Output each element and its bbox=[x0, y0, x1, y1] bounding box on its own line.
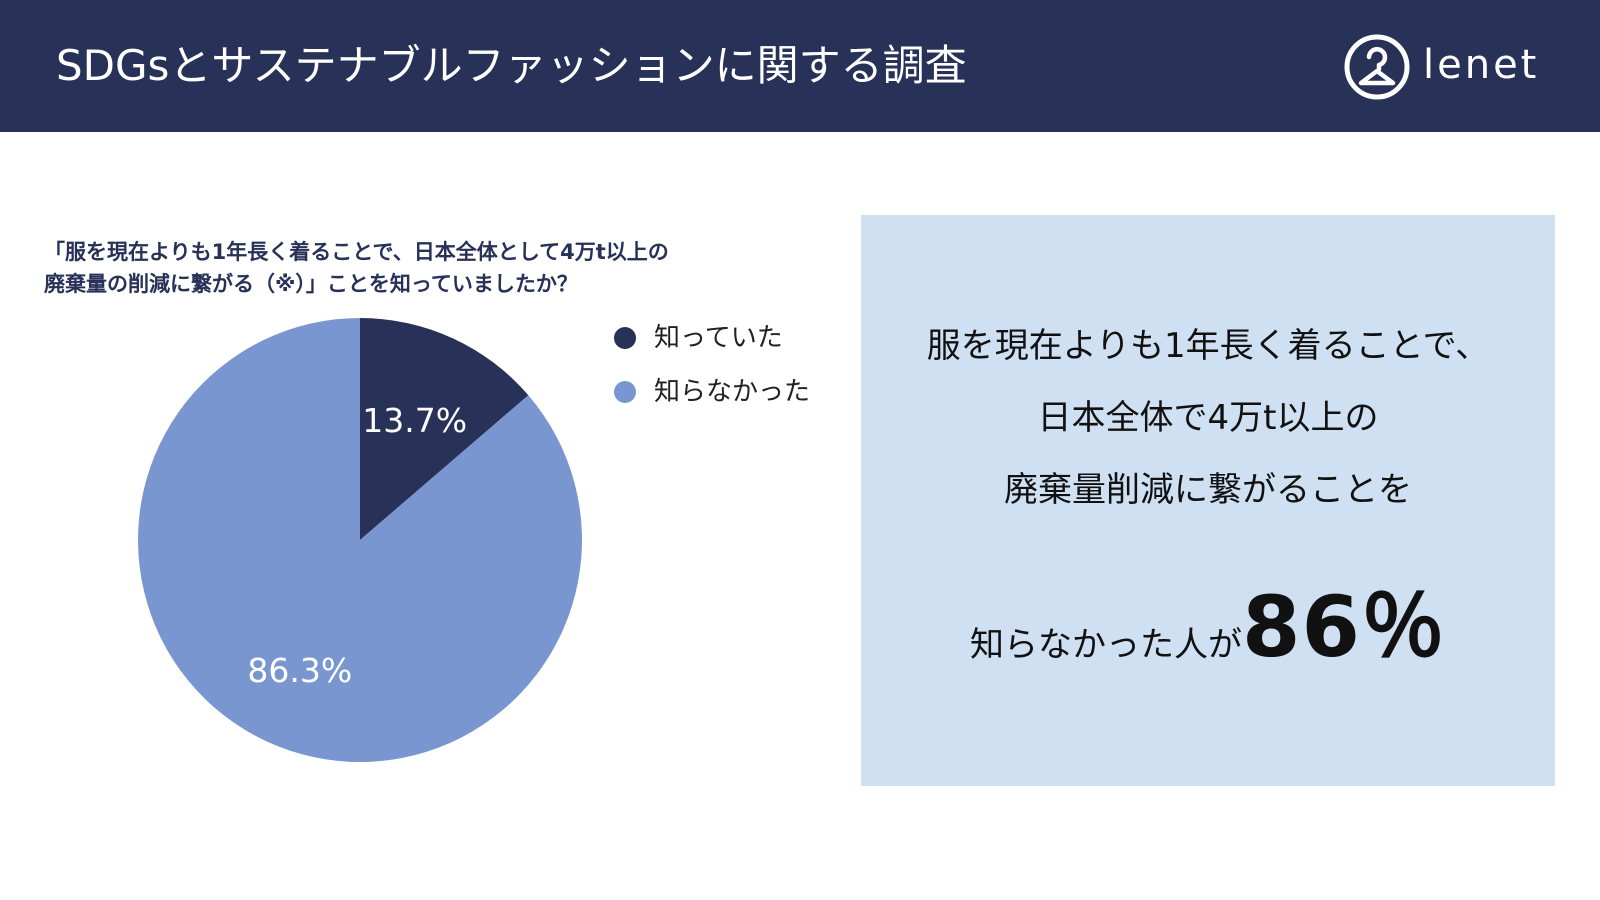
question-line-2: 廃棄量の削減に繋がる（※）」ことを知っていましたか？ bbox=[44, 272, 578, 296]
summary-line-4-text: 知らなかった人が bbox=[970, 625, 1243, 665]
header-bar: SDGsとサステナブルファッションに関する調査 lenet bbox=[0, 0, 1600, 132]
logo-wordmark: lenet bbox=[1423, 42, 1540, 88]
pie-label-2: 86.3% bbox=[247, 651, 352, 690]
question-line-1: 「服を現在よりも1年長く着ることで、日本全体として4万t以上の bbox=[44, 240, 669, 264]
summary-line-3: 廃棄量削減に繋がることを bbox=[1004, 470, 1412, 510]
page-title: SDGsとサステナブルファッションに関する調査 bbox=[56, 41, 967, 90]
hanger-circle-icon bbox=[1344, 34, 1410, 100]
legend-item-1: 知っていた bbox=[614, 318, 834, 372]
summary-line-2: 日本全体で4万t以上の bbox=[1037, 398, 1379, 438]
legend-label: 知らなかった bbox=[654, 377, 811, 407]
chart-legend: 知っていた知らなかった bbox=[614, 318, 834, 426]
pie-slice-1 bbox=[360, 318, 529, 540]
legend-swatch bbox=[614, 381, 636, 403]
pie-chart: 13.7% 86.3% bbox=[138, 318, 582, 762]
survey-question: 「服を現在よりも1年長く着ることで、日本全体として4万t以上の 廃棄量の削減に繋… bbox=[44, 236, 804, 300]
brand-logo[interactable]: lenet bbox=[1343, 33, 1573, 101]
legend-item-2: 知らなかった bbox=[614, 372, 834, 426]
legend-label: 知っていた bbox=[654, 323, 783, 353]
summary-line-1: 服を現在よりも1年長く着ることで、 bbox=[926, 326, 1490, 366]
pie-label-1: 13.7% bbox=[362, 401, 467, 440]
pie-slice-2 bbox=[138, 318, 582, 762]
summary-highlight-percent: 86％ bbox=[1242, 578, 1446, 676]
summary-line-4: 知らなかった人が86％ bbox=[861, 560, 1555, 681]
legend-swatch bbox=[614, 327, 636, 349]
summary-panel: 服を現在よりも1年長く着ることで、 日本全体で4万t以上の 廃棄量削減に繋がるこ… bbox=[861, 215, 1555, 786]
